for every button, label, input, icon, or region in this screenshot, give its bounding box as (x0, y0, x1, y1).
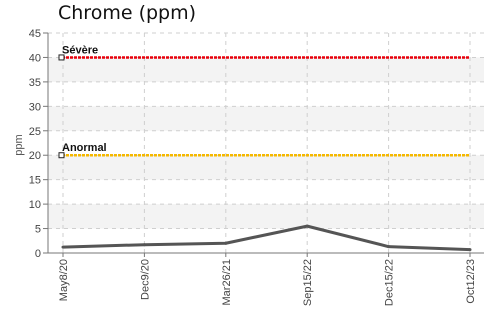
y-tick-label: 10 (29, 199, 41, 211)
x-tick-label: Dec15/22 (384, 259, 396, 306)
plot-background-bands (48, 57, 484, 229)
axes (43, 32, 484, 257)
background-band (48, 57, 484, 82)
data-point (468, 248, 472, 252)
series-line (62, 224, 471, 252)
data-point (61, 245, 65, 249)
y-tick-label: 25 (29, 126, 41, 138)
threshold-marker (58, 152, 65, 159)
y-tick-label: 20 (29, 150, 41, 162)
x-tick-label: Sep15/22 (302, 259, 314, 306)
threshold-marker (58, 54, 65, 61)
y-tick-label: 15 (29, 175, 41, 187)
data-point (305, 224, 309, 228)
y-axis-label: ppm (13, 134, 25, 155)
threshold-lines: Sévère Anormal (58, 44, 470, 159)
y-tick-label: 45 (29, 28, 41, 40)
data-series (61, 224, 472, 252)
y-tick-label: 35 (29, 77, 41, 89)
data-point (224, 241, 228, 245)
x-tick-label: Oct12/23 (465, 259, 477, 304)
y-tick-label: 40 (29, 52, 41, 64)
chart-title: Chrome (ppm) (58, 2, 197, 24)
y-tick-labels: 0 5 10 15 20 25 30 35 40 45 (29, 28, 41, 260)
x-tick-label: Mar26/21 (221, 259, 233, 305)
x-tick-labels: May8/20 Dec9/20 Mar26/21 Sep15/22 Dec15/22 Oc… (58, 259, 477, 306)
x-tick-label: May8/20 (58, 259, 70, 301)
data-point (387, 245, 391, 249)
background-band (48, 155, 484, 180)
background-band (48, 204, 484, 229)
threshold-label: Anormal (62, 142, 107, 154)
x-tick-label: Dec9/20 (139, 259, 151, 300)
threshold-label: Sévère (62, 44, 98, 56)
y-tick-label: 5 (35, 224, 41, 236)
y-tick-label: 30 (29, 101, 41, 113)
background-band (48, 106, 484, 131)
data-point (142, 243, 146, 247)
y-tick-label: 0 (35, 248, 41, 260)
